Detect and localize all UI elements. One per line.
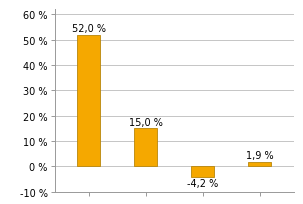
Text: 52,0 %: 52,0 %: [72, 24, 106, 34]
Text: 15,0 %: 15,0 %: [129, 118, 163, 128]
Text: -4,2 %: -4,2 %: [187, 178, 218, 188]
Bar: [134, 129, 157, 166]
Bar: [191, 166, 214, 177]
Bar: [77, 35, 100, 166]
Bar: [248, 162, 271, 166]
Text: 1,9 %: 1,9 %: [246, 151, 274, 161]
